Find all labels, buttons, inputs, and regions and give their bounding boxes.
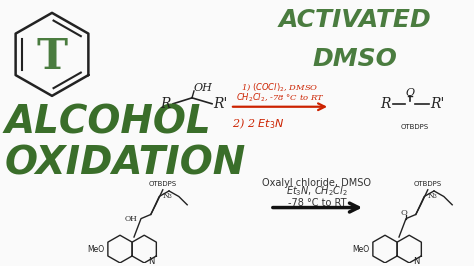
Text: OH: OH — [124, 215, 137, 223]
Text: -78 °C to RT: -78 °C to RT — [288, 198, 346, 207]
Text: OTBDPS: OTBDPS — [149, 181, 177, 187]
Text: ACTIVATED
DMSO: ACTIVATED DMSO — [279, 8, 431, 71]
Text: O: O — [405, 88, 415, 98]
Text: OH: OH — [194, 83, 213, 93]
Text: R: R — [380, 97, 390, 111]
Text: O: O — [401, 209, 408, 217]
Text: N: N — [148, 257, 155, 266]
Text: N₃: N₃ — [427, 193, 437, 201]
Text: T: T — [36, 36, 67, 78]
Text: R': R' — [213, 97, 227, 111]
Text: N: N — [413, 257, 419, 266]
Text: $CH_2Cl_2$, -78 °C to RT: $CH_2Cl_2$, -78 °C to RT — [236, 91, 324, 104]
Text: MeO: MeO — [87, 244, 104, 253]
Text: 1) $(COCl)_2$, DMSO: 1) $(COCl)_2$, DMSO — [241, 81, 319, 93]
Text: ALCOHOL
OXIDATION: ALCOHOL OXIDATION — [5, 104, 246, 183]
Text: OTBDPS: OTBDPS — [401, 123, 429, 130]
Text: 2) 2 $Et_3N$: 2) 2 $Et_3N$ — [232, 117, 284, 131]
Text: MeO: MeO — [352, 244, 369, 253]
Text: R': R' — [430, 97, 444, 111]
Text: R: R — [160, 97, 170, 111]
Text: $Et_3N$, $CH_2Cl_2$: $Et_3N$, $CH_2Cl_2$ — [286, 184, 348, 198]
Text: Oxalyl chloride, DMSO: Oxalyl chloride, DMSO — [263, 178, 372, 188]
Text: OTBDPS: OTBDPS — [414, 181, 442, 187]
Text: N₃: N₃ — [162, 193, 172, 201]
